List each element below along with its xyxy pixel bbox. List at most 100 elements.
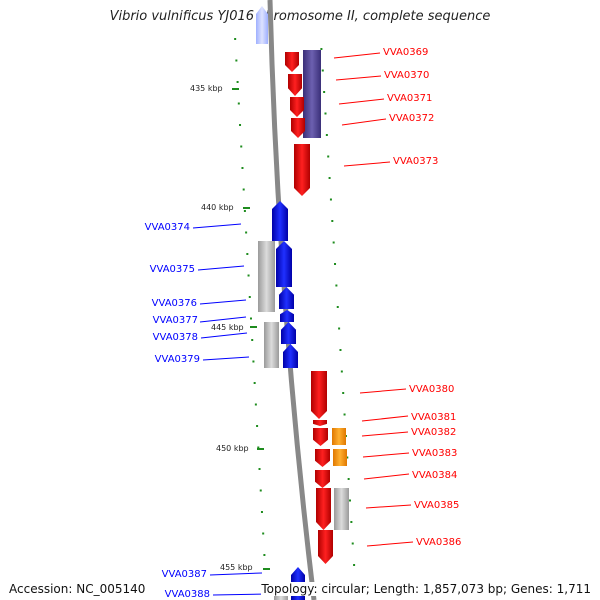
- tick-mark: [335, 284, 338, 287]
- scale-tick: [263, 568, 270, 570]
- gene-feature[interactable]: [318, 530, 333, 564]
- tick-mark: [243, 210, 246, 212]
- tick-mark: [350, 521, 353, 523]
- scale-tick: [232, 88, 239, 90]
- gene-feature[interactable]: [288, 74, 302, 96]
- leader-line: [202, 356, 250, 361]
- gene-label[interactable]: VVA0386: [416, 537, 461, 548]
- tick-mark: [336, 306, 339, 308]
- gene-label[interactable]: VVA0387: [162, 569, 207, 580]
- gene-label[interactable]: VVA0371: [387, 93, 432, 104]
- gene-feature[interactable]: [333, 449, 347, 466]
- tick-marks: [234, 38, 356, 566]
- tick-mark: [259, 489, 262, 492]
- tick-mark: [324, 112, 327, 115]
- gene-label[interactable]: VVA0383: [412, 448, 457, 459]
- tick-mark: [320, 48, 323, 50]
- tick-mark: [332, 241, 335, 244]
- scale-labels: 435 kbp 440 kbp 445 kbp 450 kbp 455 kbp: [190, 84, 270, 572]
- leader-line: [338, 98, 385, 105]
- gene-feature[interactable]: [291, 118, 305, 138]
- leader-line: [362, 452, 410, 458]
- gene-feature[interactable]: [281, 322, 296, 344]
- gene-label[interactable]: VVA0372: [389, 113, 434, 124]
- tick-mark: [349, 499, 352, 502]
- scale-label: 445 kbp: [211, 323, 244, 332]
- tick-mark: [327, 155, 330, 158]
- leader-line: [199, 299, 247, 305]
- scale-label: 435 kbp: [190, 84, 223, 93]
- tick-mark: [328, 177, 331, 179]
- gene-track: [256, 6, 349, 600]
- gene-feature[interactable]: [258, 241, 275, 312]
- tick-mark: [239, 124, 242, 126]
- gene-label[interactable]: VVA0377: [153, 315, 198, 326]
- leader-line: [333, 52, 381, 59]
- gene-feature[interactable]: [334, 488, 349, 530]
- leader-line: [361, 431, 409, 437]
- gene-label[interactable]: VVA0381: [411, 412, 456, 423]
- gene-feature[interactable]: [311, 371, 327, 419]
- gene-label[interactable]: VVA0373: [393, 156, 438, 167]
- scale-label: 450 kbp: [216, 444, 249, 453]
- tick-mark: [256, 425, 259, 427]
- leader-line: [199, 316, 247, 323]
- tick-mark: [321, 69, 324, 72]
- gene-feature[interactable]: [279, 287, 294, 309]
- gene-feature[interactable]: [285, 52, 299, 72]
- gene-feature[interactable]: [290, 97, 304, 117]
- scale-tick: [250, 326, 257, 328]
- leader-line: [212, 593, 269, 596]
- gene-feature[interactable]: [294, 144, 310, 196]
- gene-feature[interactable]: [313, 428, 328, 446]
- tick-mark: [262, 532, 265, 535]
- gene-label[interactable]: VVA0370: [384, 70, 429, 81]
- tick-mark: [235, 59, 238, 62]
- gene-label[interactable]: VVA0378: [153, 332, 198, 343]
- gene-feature[interactable]: [313, 420, 327, 426]
- tick-mark: [242, 188, 245, 191]
- gene-feature[interactable]: [332, 428, 346, 445]
- sequence-stats: Topology: circular; Length: 1,857,073 bp…: [261, 582, 591, 596]
- gene-label[interactable]: VVA0376: [152, 298, 197, 309]
- gene-label[interactable]: VVA0379: [155, 354, 200, 365]
- gene-label[interactable]: VVA0382: [411, 427, 456, 438]
- leader-line: [366, 541, 414, 547]
- gene-feature[interactable]: [276, 241, 292, 287]
- tick-mark: [247, 274, 250, 277]
- gene-feature[interactable]: [280, 310, 294, 322]
- gene-label[interactable]: VVA0380: [409, 384, 454, 395]
- gene-feature[interactable]: [315, 470, 330, 488]
- leader-line: [209, 572, 263, 576]
- gene-label[interactable]: VVA0369: [383, 47, 428, 58]
- tick-mark: [343, 413, 346, 416]
- tick-mark: [248, 296, 251, 298]
- scale-label: 440 kbp: [201, 203, 234, 212]
- gene-feature[interactable]: [315, 449, 330, 467]
- tick-mark: [334, 263, 337, 265]
- gene-label[interactable]: VVA0375: [150, 264, 195, 275]
- gene-feature[interactable]: [283, 344, 298, 368]
- tick-mark: [263, 554, 266, 556]
- map-title: Vibrio vulnificus YJ016 chromosome II, c…: [109, 9, 491, 24]
- leader-line: [361, 415, 409, 422]
- gene-feature[interactable]: [316, 488, 331, 530]
- accession-text: Accession: NC_005140: [9, 582, 146, 596]
- gene-label[interactable]: VVA0385: [414, 500, 459, 511]
- tick-mark: [342, 392, 345, 394]
- tick-mark: [260, 511, 263, 513]
- gene-feature[interactable]: [256, 6, 268, 44]
- tick-mark: [258, 468, 261, 470]
- gene-label[interactable]: VVA0374: [145, 222, 190, 233]
- leader-lines: [192, 52, 414, 596]
- tick-mark: [331, 220, 334, 222]
- gene-feature[interactable]: [272, 201, 288, 241]
- tick-mark: [323, 91, 326, 93]
- tick-mark: [346, 456, 349, 459]
- gene-feature[interactable]: [303, 50, 321, 138]
- gene-label[interactable]: VVA0388: [165, 589, 210, 600]
- leader-line: [359, 388, 407, 394]
- tick-mark: [340, 370, 343, 373]
- gene-feature[interactable]: [264, 322, 279, 368]
- gene-label[interactable]: VVA0384: [412, 470, 457, 481]
